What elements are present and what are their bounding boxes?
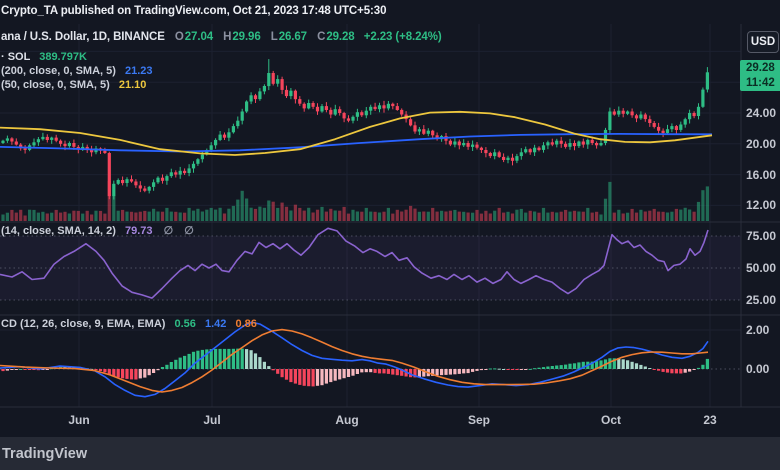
high-label: H xyxy=(223,31,232,43)
macd-header-row: CD (12, 26, close, 9, EMA, EMA) 0.56 1.4… xyxy=(1,318,257,330)
price-axis-label: 24.00 xyxy=(746,106,777,120)
macd-axis-label: 0.00 xyxy=(746,362,770,376)
open-value: 27.04 xyxy=(184,31,214,43)
footer-bar: TradingView xyxy=(0,437,780,470)
time-axis-label: Jun xyxy=(68,413,90,427)
bar-countdown-timer: 11:42 xyxy=(746,77,775,89)
rsi-empty-1: ∅ xyxy=(163,225,174,237)
price-axis-label: 20.00 xyxy=(746,136,777,151)
volume-row: · SOL 389.797K xyxy=(1,51,87,63)
time-axis-label: Oct xyxy=(600,413,622,427)
low-label: L xyxy=(270,31,278,43)
rsi-axis-label: 75.00 xyxy=(746,229,777,243)
high-value: 29.96 xyxy=(232,31,261,43)
ma50-label: (50, close, 0, SMA, 5) xyxy=(1,79,110,91)
tradingview-logo[interactable]: TradingView xyxy=(2,445,88,462)
symbol-title: ana / U.S. Dollar, 1D, BINANCE xyxy=(1,31,165,43)
macd-line-value: 1.42 xyxy=(204,318,227,330)
time-axis-label: Sep xyxy=(467,413,491,427)
change-value: +2.23 (+8.24%) xyxy=(363,31,442,43)
open-label: O xyxy=(174,31,184,43)
time-axis-label: 23 xyxy=(703,413,717,427)
rsi-header-row: (14, close, SMA, 14, 2) 79.73 ∅ ∅ xyxy=(1,224,194,237)
rsi-value: 79.73 xyxy=(125,225,153,237)
publish-info-line: Crypto_TA published on TradingView.com, … xyxy=(1,5,387,17)
rsi-label: (14, close, SMA, 14, 2) xyxy=(1,225,116,237)
close-value: 29.28 xyxy=(326,31,355,43)
ma200-value: 21.23 xyxy=(125,65,153,77)
symbol-ohlc-row: ana / U.S. Dollar, 1D, BINANCE O27.04 H2… xyxy=(1,31,442,43)
time-axis-label: Jul xyxy=(203,413,221,427)
last-price-badge: 29.28 11:42 xyxy=(740,60,780,91)
currency-toggle-button[interactable]: USD xyxy=(747,31,779,53)
low-value: 26.67 xyxy=(278,31,307,43)
macd-hist-value: 0.56 xyxy=(174,318,196,330)
price-axis-label: 12.00 xyxy=(746,198,777,213)
ma200-label: (200, close, 0, SMA, 5) xyxy=(1,65,116,77)
rsi-axis-label: 25.00 xyxy=(746,293,777,307)
close-label: C xyxy=(317,31,326,43)
volume-value: 389.797K xyxy=(39,51,87,63)
volume-label: · SOL xyxy=(1,51,31,63)
rsi-axis-label: 50.00 xyxy=(746,261,777,275)
ma200-row: (200, close, 0, SMA, 5) 21.23 xyxy=(1,65,153,77)
rsi-empty-2: ∅ xyxy=(184,225,194,237)
macd-signal-value: 0.86 xyxy=(235,318,257,330)
macd-axis-label: 2.00 xyxy=(746,323,770,337)
time-axis-label: Aug xyxy=(335,413,359,427)
ma50-value: 21.10 xyxy=(118,79,147,91)
last-price-value: 29.28 xyxy=(746,62,775,74)
macd-label: CD (12, 26, close, 9, EMA, EMA) xyxy=(1,318,166,330)
price-axis-label: 16.00 xyxy=(746,167,777,182)
ma50-row: (50, close, 0, SMA, 5) 21.10 xyxy=(1,79,146,91)
